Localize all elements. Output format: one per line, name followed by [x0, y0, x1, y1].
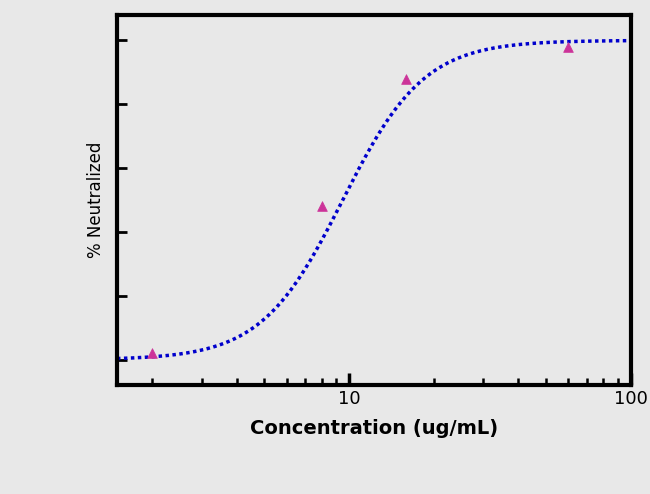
- Y-axis label: % Neutralized: % Neutralized: [87, 142, 105, 258]
- Point: [401, 75, 411, 82]
- Point: [317, 203, 327, 210]
- X-axis label: Concentration (ug/mL): Concentration (ug/mL): [250, 419, 498, 438]
- Point: [147, 349, 157, 357]
- Point: [563, 43, 573, 51]
